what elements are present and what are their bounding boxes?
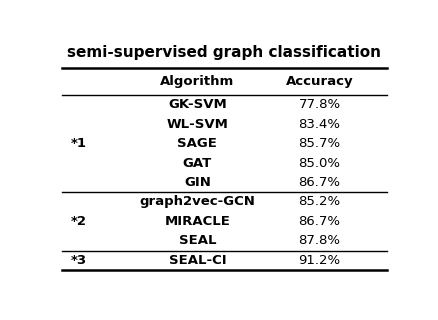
Text: *2: *2 [71, 215, 87, 228]
Text: GAT: GAT [183, 156, 212, 170]
Text: SEAL-CI: SEAL-CI [169, 254, 226, 267]
Text: 77.8%: 77.8% [298, 98, 341, 111]
Text: 85.0%: 85.0% [299, 156, 340, 170]
Text: 87.8%: 87.8% [299, 234, 340, 247]
Text: GK-SVM: GK-SVM [168, 98, 227, 111]
Text: graph2vec-GCN: graph2vec-GCN [139, 196, 255, 209]
Text: MIRACLE: MIRACLE [164, 215, 230, 228]
Text: 86.7%: 86.7% [299, 215, 340, 228]
Text: 91.2%: 91.2% [298, 254, 341, 267]
Text: GIN: GIN [184, 176, 211, 189]
Text: Accuracy: Accuracy [286, 75, 353, 88]
Text: 85.2%: 85.2% [298, 196, 341, 209]
Text: 85.7%: 85.7% [298, 137, 341, 150]
Text: semi-supervised graph classification: semi-supervised graph classification [67, 44, 381, 60]
Text: WL-SVM: WL-SVM [166, 118, 228, 131]
Text: 86.7%: 86.7% [299, 176, 340, 189]
Text: Algorithm: Algorithm [160, 75, 234, 88]
Text: *3: *3 [71, 254, 87, 267]
Text: *1: *1 [71, 137, 87, 150]
Text: SAGE: SAGE [177, 137, 217, 150]
Text: 83.4%: 83.4% [299, 118, 340, 131]
Text: SEAL: SEAL [179, 234, 216, 247]
